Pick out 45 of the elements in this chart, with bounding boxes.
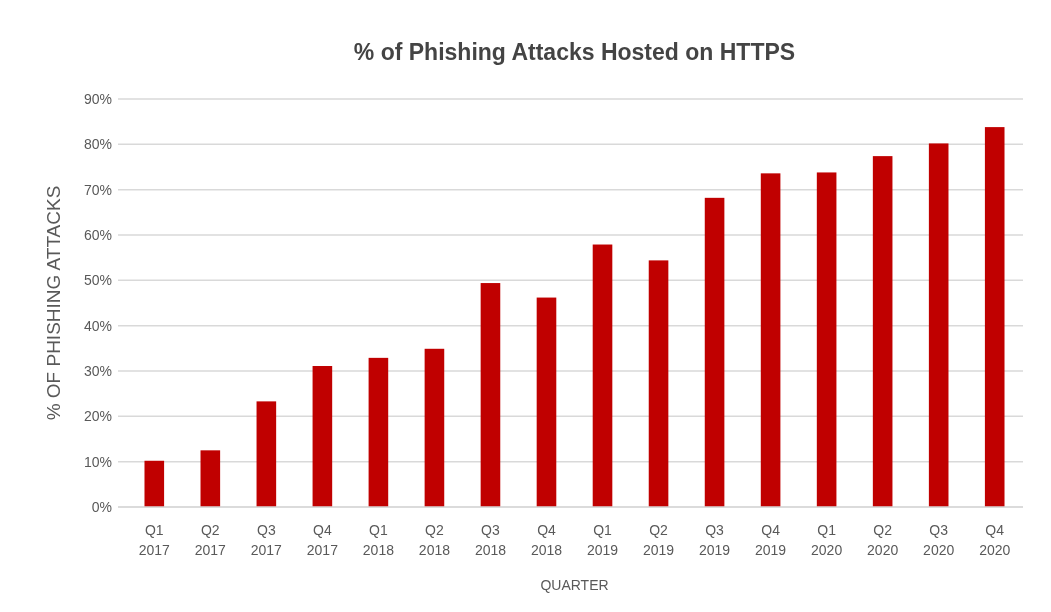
- y-tick-label: 50%: [83, 272, 112, 289]
- y-tick-label: 60%: [83, 226, 112, 243]
- y-tick-label: 40%: [83, 317, 112, 334]
- bar: [368, 357, 389, 507]
- x-tick-label: Q4 2020: [979, 522, 1011, 558]
- x-tick-label: Q2 2018: [418, 522, 451, 558]
- bar: [648, 260, 669, 507]
- y-tick-label: 80%: [83, 136, 112, 153]
- bar: [592, 244, 613, 507]
- x-tick-label: Q4 2017: [306, 522, 339, 558]
- bar: [424, 348, 445, 507]
- x-tick-label: Q2 2020: [867, 522, 899, 558]
- x-axis-title: QUARTER: [540, 577, 609, 593]
- bar: [760, 173, 781, 507]
- bar: [984, 127, 1005, 507]
- x-tick-label: Q4 2019: [755, 522, 787, 558]
- x-tick-label: Q2 2017: [194, 522, 227, 558]
- x-tick-label: Q1 2020: [811, 522, 843, 558]
- x-tick-label: Q3 2018: [474, 522, 507, 558]
- bar: [200, 450, 221, 507]
- y-tick-label: 0%: [91, 498, 112, 515]
- x-tick-label: Q3 2017: [250, 522, 283, 558]
- chart-title: % of Phishing Attacks Hosted on HTTPS: [353, 39, 796, 65]
- bar: [480, 283, 501, 507]
- bar: [536, 297, 557, 507]
- x-tick-label: Q1 2017: [138, 522, 171, 558]
- x-tick-label: Q2 2019: [642, 522, 675, 558]
- y-axis-title: % OF PHISHING ATTACKS: [43, 185, 64, 421]
- y-tick-label: 90%: [83, 90, 112, 107]
- x-tick-label: Q3 2019: [698, 522, 731, 558]
- y-tick-label: 70%: [83, 181, 112, 198]
- x-tick-label: Q1 2018: [362, 522, 395, 558]
- bar: [872, 156, 893, 507]
- bar: [816, 172, 837, 507]
- y-tick-label: 30%: [83, 362, 112, 379]
- bar: [704, 197, 725, 507]
- bar: [312, 366, 333, 507]
- x-tick-label: Q1 2019: [586, 522, 619, 558]
- bar: [928, 143, 949, 507]
- bar: [256, 401, 277, 507]
- bar: [144, 460, 165, 507]
- x-tick-label: Q3 2020: [923, 522, 955, 558]
- y-tick-label: 10%: [83, 453, 112, 470]
- x-tick-label: Q4 2018: [530, 522, 563, 558]
- y-tick-label: 20%: [83, 408, 112, 425]
